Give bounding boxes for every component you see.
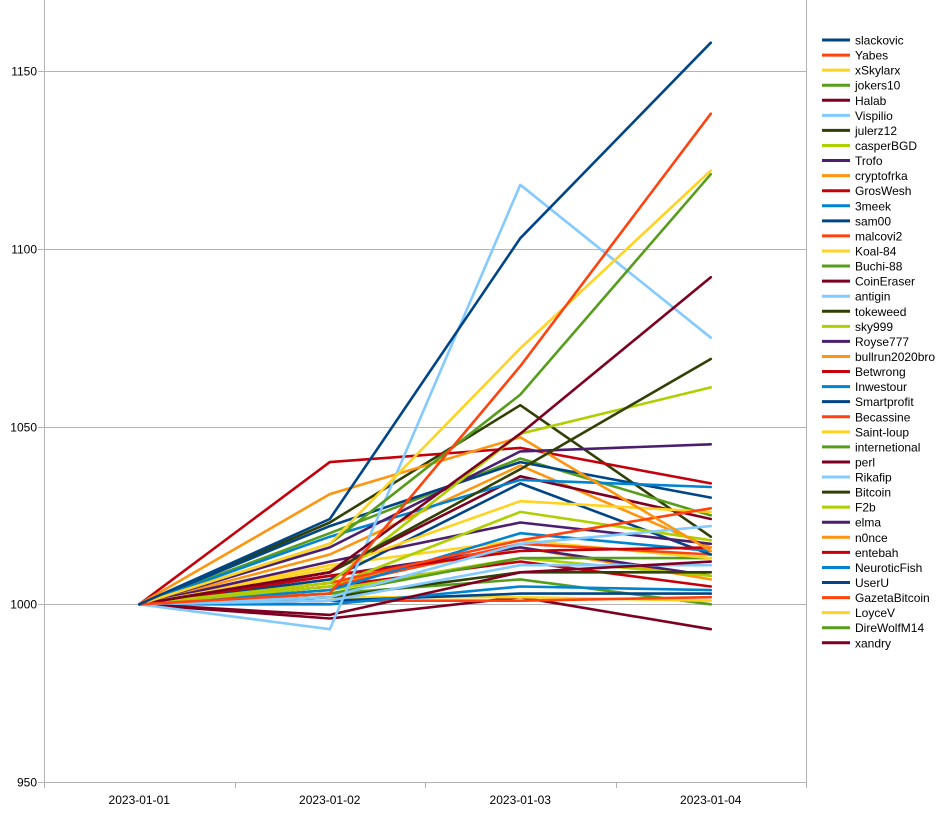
legend-label: CoinEraser	[855, 275, 915, 289]
legend-label: 3meek	[855, 199, 892, 213]
y-tick-label: 1000	[10, 598, 37, 612]
legend-label: DireWolfM14	[855, 621, 924, 635]
series-line-Smartprofit	[138, 482, 713, 606]
x-tick-label: 2023-01-04	[680, 793, 742, 807]
legend-label: cryptofrka	[855, 169, 908, 183]
legend-label: sam00	[855, 214, 891, 228]
legend-label: elma	[855, 516, 881, 530]
legend-label: n0nce	[855, 531, 888, 545]
series-line-GrosWesh	[138, 446, 713, 606]
legend-label: bullrun2020bro	[855, 350, 935, 364]
series-lines	[138, 41, 713, 631]
x-tick-label: 2023-01-03	[490, 793, 552, 807]
y-tick-label: 1150	[11, 65, 37, 79]
legend-label: UserU	[855, 576, 889, 590]
series-line-cryptofrka	[138, 435, 713, 606]
legend-label: Vispilio	[855, 109, 893, 123]
legend: slackovicYabesxSkylarxjokers10HalabVispi…	[822, 34, 935, 650]
series-line-Halab	[138, 275, 713, 606]
legend-label: julerz12	[854, 124, 897, 138]
y-tick-label: 1100	[11, 243, 37, 257]
series-line-Betwrong	[138, 546, 713, 606]
series-line-NeuroticFish	[138, 585, 713, 606]
legend-label: Saint-loup	[855, 425, 909, 439]
legend-label: Trofo	[855, 154, 883, 168]
legend-label: jokers10	[854, 79, 901, 93]
legend-label: Smartprofit	[855, 395, 914, 409]
legend-label: F2b	[855, 501, 876, 515]
series-line-tokeweed	[138, 403, 713, 606]
legend-label: Halab	[855, 94, 887, 108]
legend-label: antigin	[855, 290, 890, 304]
series-line-xSkylarx	[138, 169, 713, 606]
legend-label: tokeweed	[855, 305, 906, 319]
x-tick-label: 2023-01-01	[109, 793, 171, 807]
series-line-perl	[138, 560, 713, 617]
legend-label: GazetaBitcoin	[855, 591, 930, 605]
legend-label: sky999	[855, 320, 893, 334]
legend-label: perl	[855, 455, 875, 469]
legend-label: malcovi2	[855, 229, 903, 243]
legend-label: xandry	[855, 636, 891, 650]
series-line-casperBGD	[138, 386, 713, 606]
x-tick-label: 2023-01-02	[299, 793, 361, 807]
series-line-slackovic	[138, 41, 713, 606]
legend-label: GrosWesh	[855, 184, 911, 198]
legend-label: Koal-84	[855, 244, 897, 258]
legend-label: NeuroticFish	[855, 561, 922, 575]
legend-label: Inwestour	[855, 380, 907, 394]
legend-label: Buchi-88	[855, 260, 903, 274]
series-line-Koal-84	[138, 499, 713, 606]
legend-label: LoyceV	[855, 606, 895, 620]
series-line-Trofo	[138, 442, 713, 606]
series-line-Royse777	[138, 521, 713, 606]
legend-label: Becassine	[855, 410, 911, 424]
legend-label: entebah	[855, 546, 898, 560]
series-line-Vispilio	[138, 183, 713, 631]
series-line-sam00	[138, 460, 713, 606]
series-line-sky999	[138, 510, 713, 606]
legend-label: internetional	[855, 440, 920, 454]
grid	[44, 71, 806, 783]
legend-label: slackovic	[855, 34, 904, 48]
legend-label: xSkylarx	[855, 64, 900, 78]
series-line-Yabes	[138, 112, 713, 606]
legend-label: casperBGD	[855, 139, 917, 153]
legend-label: Royse777	[855, 335, 909, 349]
series-line-Buchi-88	[138, 457, 713, 606]
legend-label: Betwrong	[855, 365, 906, 379]
legend-label: Yabes	[855, 49, 888, 63]
series-line-Rikafip	[138, 563, 713, 606]
y-tick-label: 950	[17, 776, 37, 790]
y-tick-label: 1050	[10, 421, 37, 435]
series-line-xandry	[138, 595, 713, 631]
legend-label: Rikafip	[855, 471, 892, 485]
axes: 950 1000 1050 1100 1150 2023-01-01 2023-01-02 2…	[10, 0, 807, 807]
legend-label: Bitcoin	[855, 486, 891, 500]
series-line-antigin	[138, 524, 713, 606]
